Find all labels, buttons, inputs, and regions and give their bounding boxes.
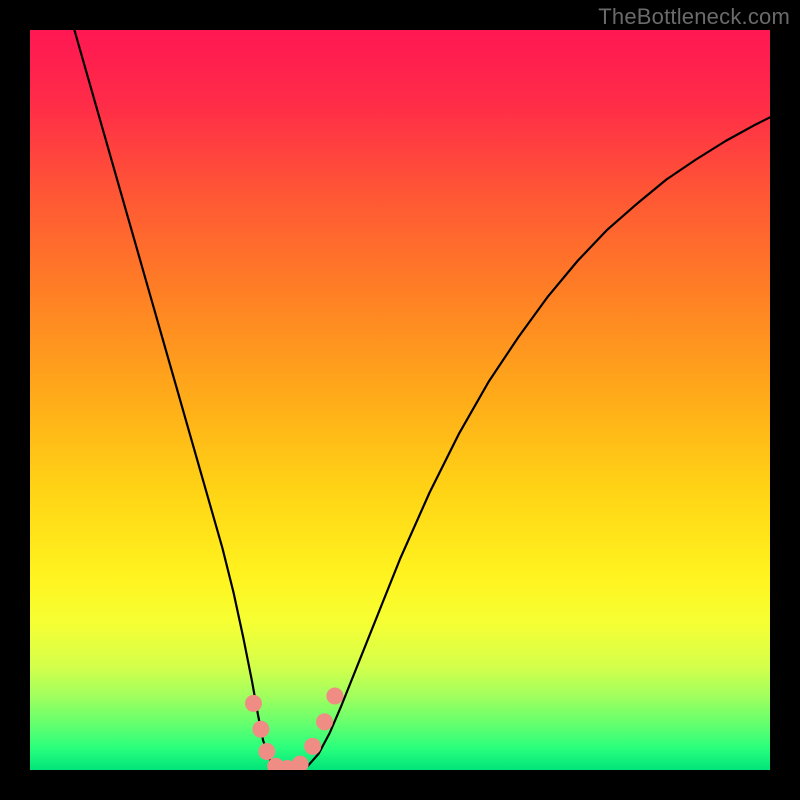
watermark-text: TheBottleneck.com [598, 4, 790, 30]
bottleneck-chart [30, 30, 770, 770]
curve-marker [253, 721, 269, 737]
chart-background [30, 30, 770, 770]
curve-marker [245, 695, 261, 711]
chart-frame [30, 30, 770, 770]
curve-marker [259, 744, 275, 760]
curve-marker [305, 738, 321, 754]
curve-marker [317, 714, 333, 730]
curve-marker [327, 688, 343, 704]
curve-marker [292, 756, 308, 770]
